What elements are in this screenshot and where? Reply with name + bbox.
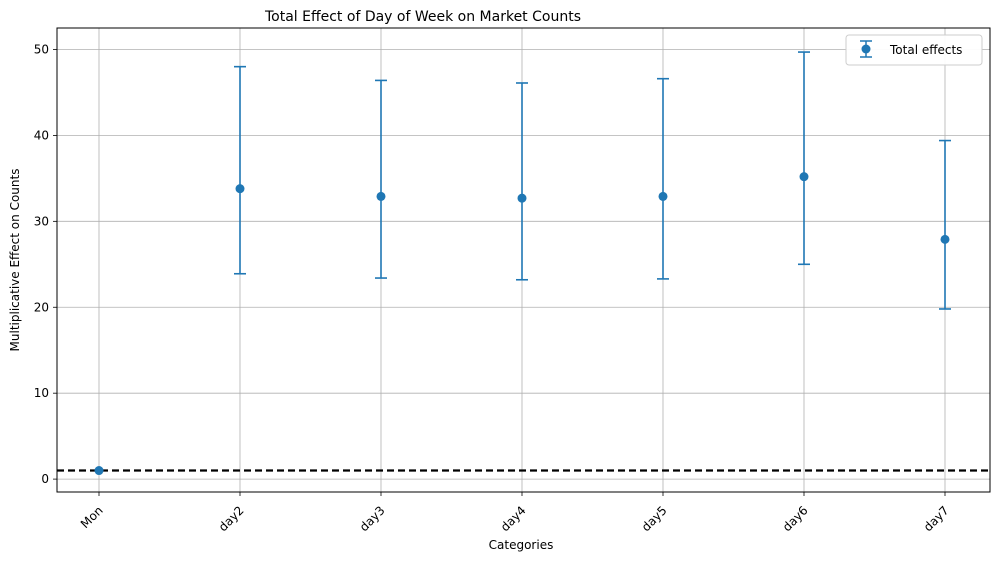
legend-label: Total effects bbox=[889, 43, 962, 57]
data-point bbox=[517, 193, 527, 203]
x-tick-label: day3 bbox=[357, 503, 388, 534]
y-tick-label: 20 bbox=[34, 300, 49, 314]
plot-frame bbox=[56, 27, 991, 493]
series-marks bbox=[94, 51, 951, 476]
legend-marker bbox=[861, 44, 871, 54]
x-tick-label: day2 bbox=[216, 503, 247, 534]
y-axis-label: Multiplicative Effect on Counts bbox=[8, 169, 22, 352]
data-point bbox=[235, 184, 245, 194]
y-tick-label: 30 bbox=[34, 214, 49, 228]
x-tick-label: day5 bbox=[639, 503, 670, 534]
data-point bbox=[376, 191, 386, 201]
x-tick-label: day6 bbox=[780, 503, 811, 534]
data-point bbox=[94, 466, 104, 476]
data-point bbox=[658, 191, 668, 201]
data-point bbox=[940, 234, 950, 244]
chart-title: Total Effect of Day of Week on Market Co… bbox=[264, 9, 581, 25]
y-tick-label: 40 bbox=[34, 128, 49, 142]
x-axis-label: Categories bbox=[489, 538, 554, 552]
x-tick-label: day7 bbox=[921, 503, 952, 534]
legend: Total effects bbox=[845, 34, 983, 66]
legend-box bbox=[845, 34, 983, 66]
y-tick-label: 10 bbox=[34, 386, 49, 400]
y-axis-ticks: 0 10 20 30 40 50 bbox=[34, 42, 57, 486]
y-tick-label: 50 bbox=[34, 42, 49, 56]
x-axis-ticks: Mon day2 day3 day4 day5 day6 day7 bbox=[78, 492, 952, 534]
plot-area bbox=[57, 28, 990, 492]
y-tick-label: 0 bbox=[41, 472, 49, 486]
x-tick-label: Mon bbox=[78, 503, 106, 531]
x-tick-label: day4 bbox=[498, 503, 529, 534]
data-point bbox=[799, 172, 809, 182]
